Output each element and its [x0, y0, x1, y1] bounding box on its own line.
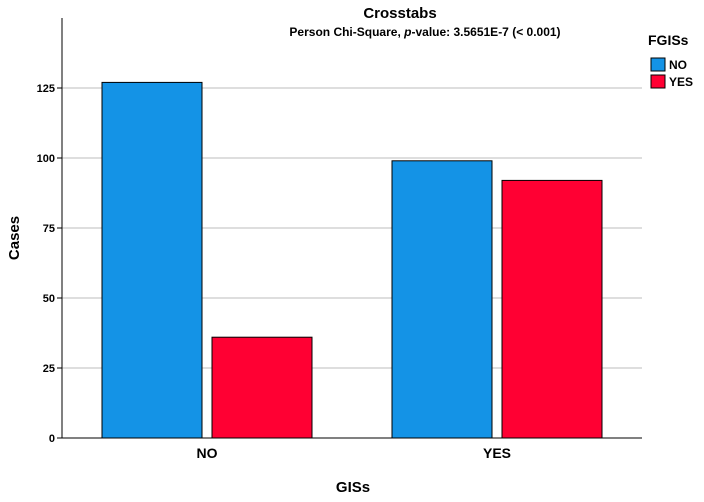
legend-title: FGISs: [648, 32, 689, 48]
bar-yes-no: [391, 160, 493, 439]
bar-yes-yes: [501, 179, 603, 439]
legend-label-no: NO: [669, 58, 687, 72]
y-tick-75: 75: [43, 223, 55, 235]
y-tick-25: 25: [43, 363, 55, 375]
axes: [61, 18, 642, 439]
bar-no-yes: [211, 336, 313, 439]
legend-swatch-no: [650, 57, 666, 72]
x-category-labels: NO YES: [197, 445, 512, 461]
y-tick-100: 100: [37, 153, 55, 165]
chart-title: Crosstabs: [363, 5, 436, 22]
subtitle-italic: p: [403, 25, 411, 39]
legend: FGISs NO YES: [648, 32, 693, 89]
y-tick-0: 0: [49, 433, 55, 445]
y-tick-125: 125: [37, 83, 55, 95]
x-category-no: NO: [197, 445, 218, 461]
y-axis-label: Cases: [6, 216, 23, 260]
x-category-yes: YES: [483, 445, 511, 461]
y-tick-50: 50: [43, 293, 55, 305]
bars: [101, 81, 603, 439]
legend-swatch-yes: [650, 74, 666, 89]
chart-subtitle: Person Chi-Square, p-value: 3.5651E-7 (<…: [289, 25, 560, 39]
bar-no-no: [101, 81, 203, 439]
legend-label-yes: YES: [669, 75, 693, 89]
x-axis-label: GISs: [336, 479, 370, 496]
subtitle-suffix: -value: 3.5651E-7 (< 0.001): [411, 25, 560, 39]
y-tick-labels: 0 25 50 75 100 125: [37, 83, 55, 445]
subtitle-prefix: Person Chi-Square,: [289, 25, 404, 39]
